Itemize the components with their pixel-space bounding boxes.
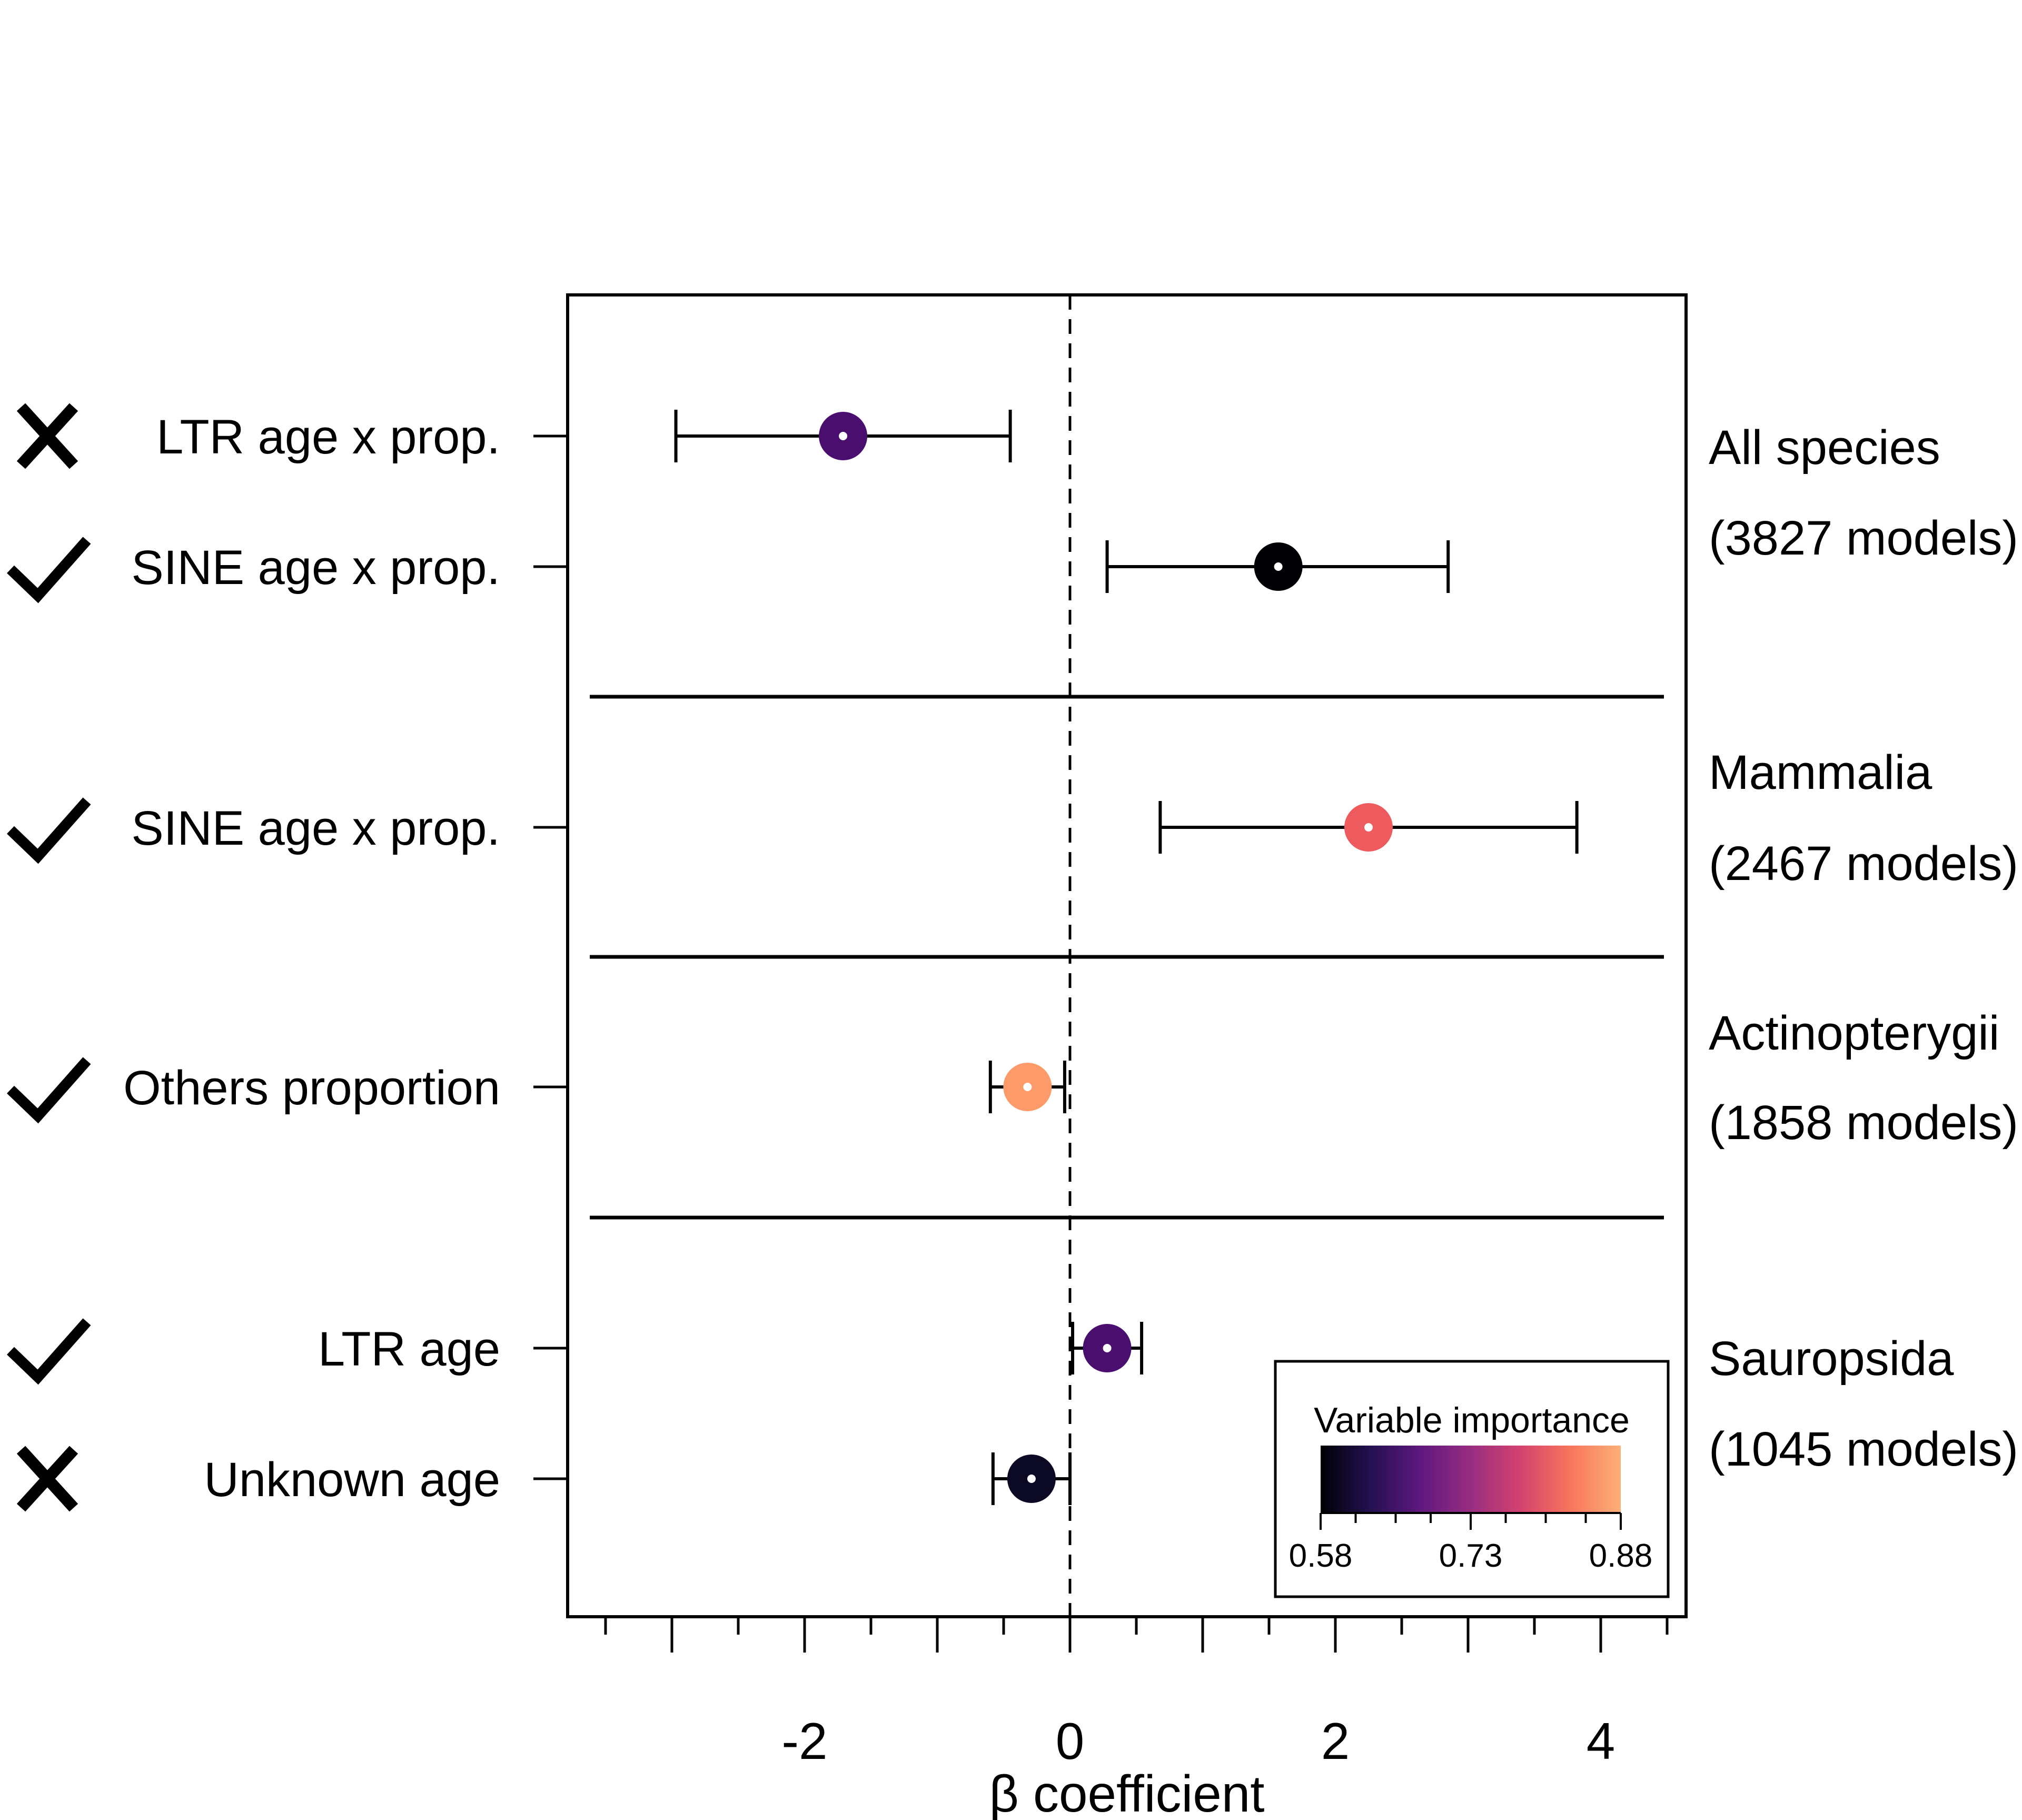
- coefficient-row: Unknown age: [16, 1446, 1072, 1512]
- group-name-label: All species: [1709, 421, 1940, 474]
- x-axis-label: β coefficient: [989, 1765, 1264, 1820]
- check-icon: [7, 1057, 91, 1124]
- check-icon: [7, 1318, 91, 1385]
- coefficient-row: SINE age x prop.: [7, 797, 1579, 864]
- group-name-label: Actinopterygii: [1709, 1006, 1999, 1060]
- cross-icon: [16, 403, 78, 469]
- group-dividers: [590, 695, 1664, 1220]
- group-models-label: (1858 models): [1709, 1096, 2018, 1150]
- coefficient-row: LTR age: [7, 1318, 1144, 1385]
- x-tick-label: 2: [1321, 1712, 1350, 1770]
- colorbar-tick-label: 0.58: [1289, 1538, 1353, 1574]
- x-tick-label: 4: [1587, 1712, 1615, 1770]
- x-tick-label: -2: [781, 1712, 827, 1770]
- group-models-label: (2467 models): [1709, 837, 2018, 891]
- row-label: Others proportion: [123, 1061, 500, 1115]
- colorbar-legend: Variable importance 0.58 0.73 0.88: [1274, 1360, 1670, 1598]
- estimate-point-center: [1023, 1083, 1032, 1091]
- row-label: Unknown age: [204, 1453, 500, 1507]
- estimate-point-center: [1027, 1475, 1036, 1483]
- estimate-point-center: [839, 432, 848, 440]
- coefficient-rows: LTR age x prop. SINE age x prop. SINE age …: [7, 403, 1579, 1512]
- group-labels: All species (3827 models) Mammalia (2467 mo…: [1709, 421, 2018, 1476]
- estimate-point-center: [1274, 562, 1283, 571]
- row-label: SINE age x prop.: [131, 802, 500, 855]
- check-icon: [7, 797, 91, 864]
- colorbar-gradient: [1321, 1446, 1621, 1512]
- row-label: LTR age: [318, 1322, 500, 1376]
- estimate-point-center: [1103, 1344, 1112, 1352]
- coefficient-row: Others proportion: [7, 1057, 1066, 1124]
- coefficient-row: LTR age x prop.: [16, 403, 1012, 469]
- colorbar-title: Variable importance: [1314, 1400, 1630, 1440]
- colorbar-tick-label: 0.88: [1589, 1538, 1653, 1574]
- estimate-point-center: [1364, 823, 1373, 832]
- plot-frame: [566, 293, 1688, 1618]
- coefficient-row: SINE age x prop.: [7, 537, 1450, 604]
- group-models-label: (3827 models): [1709, 511, 2018, 565]
- group-name-label: Sauropsida: [1709, 1332, 1954, 1386]
- colorbar-ticks: 0.58 0.73 0.88: [1289, 1512, 1653, 1574]
- check-icon: [7, 537, 91, 604]
- group-models-label: (1045 models): [1709, 1422, 2018, 1476]
- row-label: LTR age x prop.: [156, 410, 500, 464]
- cross-icon: [16, 1446, 78, 1512]
- colorbar-tick-label: 0.73: [1439, 1538, 1503, 1574]
- x-axis: -2 0 2 4: [604, 1617, 1669, 1770]
- x-tick-label: 0: [1056, 1712, 1085, 1770]
- group-name-label: Mammalia: [1709, 746, 1932, 799]
- row-label: SINE age x prop.: [131, 541, 500, 595]
